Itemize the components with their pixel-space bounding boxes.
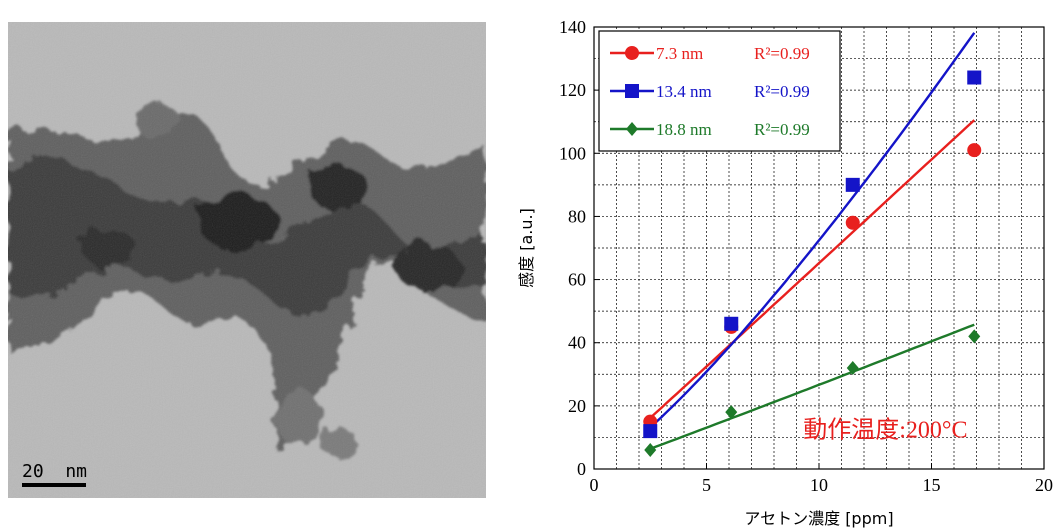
point-diamond — [846, 360, 859, 375]
legend-r2-2: R²=0.99 — [754, 82, 810, 101]
x-tick-label: 20 — [1035, 475, 1053, 495]
fit-curve-3 — [649, 323, 975, 450]
legend-r2-1: R²=0.99 — [754, 44, 810, 63]
x-tick-label: 5 — [702, 475, 711, 495]
point-diamond — [968, 329, 981, 344]
point-square — [845, 177, 860, 192]
legend-marker-square — [625, 84, 639, 98]
sensitivity-chart: 0 20 40 60 80 100 120 140 0 5 10 15 20 動作温度:200°C 7… — [517, 17, 1053, 528]
data-markers — [643, 70, 982, 458]
fit-curve-2 — [649, 32, 976, 429]
y-tick-label: 60 — [568, 270, 586, 290]
fit-curves — [649, 32, 976, 450]
scale-bar-label: 20 nm — [22, 461, 87, 482]
point-square — [724, 316, 739, 331]
legend-r2-3: R²=0.99 — [754, 120, 810, 139]
x-tick-label: 10 — [810, 475, 828, 495]
x-axis-ticks: 0 5 10 15 20 — [590, 463, 1053, 495]
x-tick-label: 15 — [923, 475, 941, 495]
point-circle — [967, 143, 982, 158]
y-tick-label: 20 — [568, 396, 586, 416]
legend-label-2: 13.4 nm — [656, 82, 712, 101]
y-tick-label: 0 — [577, 459, 586, 479]
y-axis-label: 感度 [a.u.] — [517, 208, 536, 288]
scale-bar — [22, 483, 86, 487]
y-tick-label: 40 — [568, 333, 586, 353]
y-axis-ticks: 0 20 40 60 80 100 120 140 — [559, 17, 600, 479]
legend: 7.3 nm R²=0.99 13.4 nm R²=0.99 18.8 nm R²=0.9… — [598, 30, 841, 152]
legend-marker-diamond — [626, 122, 638, 136]
point-diamond — [725, 405, 738, 420]
tem-micrograph: 20 nm — [8, 22, 486, 498]
x-axis-label: アセトン濃度 [ppm] — [744, 509, 893, 528]
fit-curve-1 — [649, 119, 976, 419]
point-square — [967, 70, 982, 85]
point-diamond — [644, 443, 657, 458]
x-tick-label: 0 — [590, 475, 599, 495]
y-tick-label: 80 — [568, 206, 586, 226]
legend-marker-circle — [625, 46, 639, 60]
operating-temperature-annotation: 動作温度:200°C — [803, 416, 967, 443]
y-tick-label: 100 — [559, 143, 586, 163]
y-tick-label: 140 — [559, 17, 586, 37]
point-circle — [845, 215, 860, 230]
legend-label-1: 7.3 nm — [656, 44, 703, 63]
y-tick-label: 120 — [559, 80, 586, 100]
legend-label-3: 18.8 nm — [656, 120, 712, 139]
point-square — [643, 424, 658, 439]
